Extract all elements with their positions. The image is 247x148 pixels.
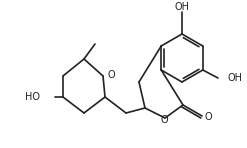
Text: HO: HO bbox=[25, 92, 40, 102]
Text: OH: OH bbox=[174, 2, 189, 12]
Text: O: O bbox=[107, 70, 115, 80]
Text: O: O bbox=[160, 115, 168, 125]
Text: OH: OH bbox=[227, 73, 242, 83]
Text: O: O bbox=[204, 112, 212, 122]
